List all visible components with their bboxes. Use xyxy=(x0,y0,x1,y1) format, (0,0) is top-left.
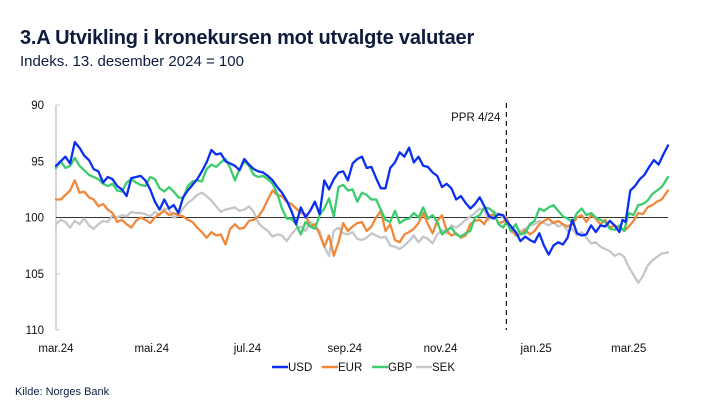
legend: USD EUR GBP SEK xyxy=(272,362,455,374)
ppr-marker-label: PPR 4/24 xyxy=(451,112,501,124)
chart-title: 3.A Utvikling i kronekursen mot utvalgte… xyxy=(20,27,475,49)
series-line-sek xyxy=(54,191,670,284)
x-tick-label: mar.24 xyxy=(38,343,74,355)
legend-label: EUR xyxy=(338,362,362,374)
x-tick-label: mai.24 xyxy=(134,343,169,355)
legend-label: GBP xyxy=(388,362,413,374)
y-tick-label: 90 xyxy=(31,100,44,112)
series-line-eur xyxy=(54,179,670,257)
y-tick-label: 110 xyxy=(26,325,44,337)
series-lines xyxy=(54,140,670,284)
y-tick-label: 100 xyxy=(25,213,44,225)
x-tick-label: nov.24 xyxy=(424,343,458,355)
legend-item-gbp: GBP xyxy=(372,362,413,374)
y-tick-label: 105 xyxy=(25,269,44,281)
x-tick-label: jul.24 xyxy=(233,343,262,355)
series-line-usd xyxy=(54,140,670,256)
x-tick-label: mar.25 xyxy=(611,343,646,355)
x-tick-label: jan.25 xyxy=(520,343,552,355)
y-tick-label: 95 xyxy=(31,156,44,168)
legend-label: SEK xyxy=(432,362,455,374)
legend-item-usd: USD xyxy=(272,362,312,374)
legend-item-sek: SEK xyxy=(416,362,455,374)
legend-label: USD xyxy=(288,362,312,374)
x-tick-label: sep.24 xyxy=(327,343,362,355)
chart-subtitle: Indeks. 13. desember 2024 = 100 xyxy=(20,53,244,70)
series-line-gbp xyxy=(54,156,670,238)
legend-item-eur: EUR xyxy=(322,362,362,374)
source-note: Kilde: Norges Bank xyxy=(15,386,110,398)
